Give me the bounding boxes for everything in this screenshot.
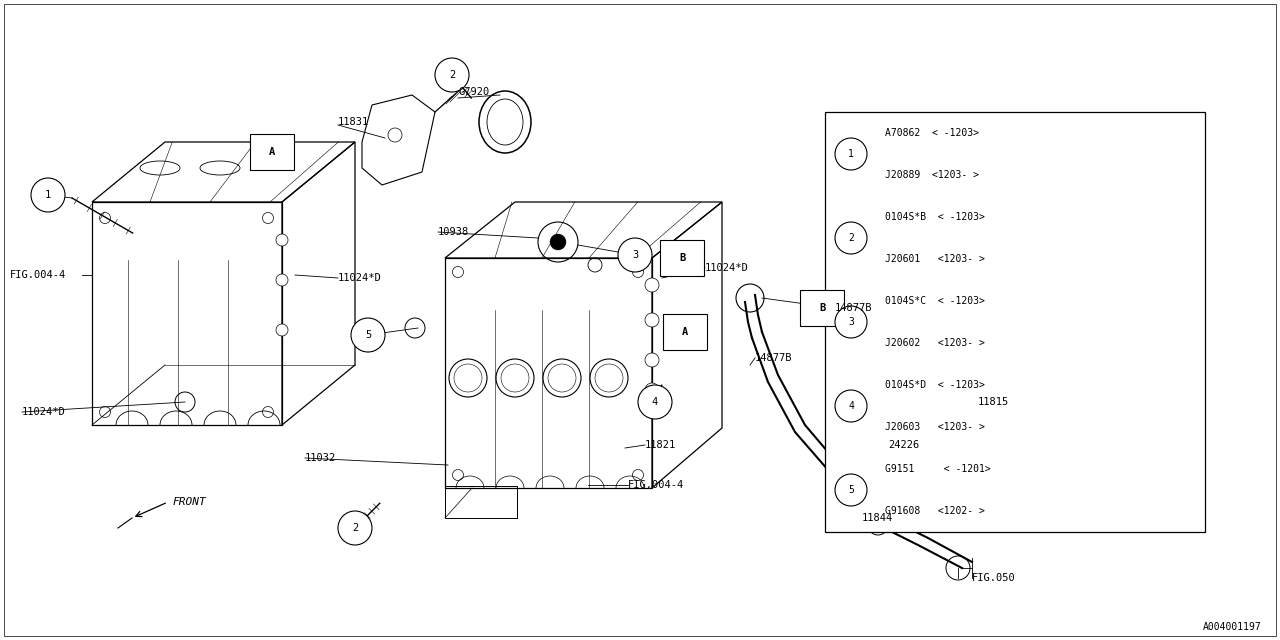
Circle shape [835, 390, 867, 422]
Circle shape [404, 318, 425, 338]
Text: 11831: 11831 [338, 117, 369, 127]
Text: 14877B: 14877B [755, 353, 792, 363]
Text: 5: 5 [365, 330, 371, 340]
Circle shape [645, 278, 659, 292]
Text: 0104S*B  < -1203>: 0104S*B < -1203> [884, 212, 984, 222]
Text: 11821: 11821 [645, 440, 676, 450]
Text: 3: 3 [632, 250, 639, 260]
Text: J20889  <1203- >: J20889 <1203- > [884, 170, 979, 180]
Text: 2: 2 [352, 523, 358, 533]
Text: 11024*D: 11024*D [705, 263, 749, 273]
Text: FIG.050: FIG.050 [972, 573, 1016, 583]
Text: 0104S*C  < -1203>: 0104S*C < -1203> [884, 296, 984, 306]
Text: A: A [269, 147, 275, 157]
Text: 1: 1 [45, 190, 51, 200]
Text: J20602   <1203- >: J20602 <1203- > [884, 338, 984, 348]
Circle shape [835, 306, 867, 338]
Text: 3: 3 [849, 317, 854, 327]
Text: 14877B: 14877B [835, 303, 873, 313]
Circle shape [645, 353, 659, 367]
Text: 24226: 24226 [888, 440, 919, 450]
Circle shape [618, 238, 652, 272]
Circle shape [351, 318, 385, 352]
Bar [445, 486, 517, 518]
Bar [660, 240, 704, 276]
Circle shape [645, 383, 659, 397]
Text: FRONT: FRONT [172, 497, 206, 507]
Text: G7920: G7920 [458, 87, 489, 97]
Text: G91608   <1202- >: G91608 <1202- > [884, 506, 984, 516]
Text: G9151     < -1201>: G9151 < -1201> [884, 464, 991, 474]
Text: 11032: 11032 [305, 453, 337, 463]
Circle shape [835, 474, 867, 506]
Text: J20601   <1203- >: J20601 <1203- > [884, 254, 984, 264]
Bar [826, 112, 1204, 532]
Text: 4: 4 [849, 401, 854, 411]
Circle shape [276, 234, 288, 246]
Text: 11815: 11815 [978, 397, 1009, 407]
Circle shape [276, 324, 288, 336]
Circle shape [835, 222, 867, 254]
Bar [800, 290, 844, 326]
Circle shape [276, 274, 288, 286]
Text: FIG.004-4: FIG.004-4 [10, 270, 67, 280]
Circle shape [637, 385, 672, 419]
Bar [832, 412, 960, 468]
Circle shape [550, 234, 566, 250]
Text: 2: 2 [849, 233, 854, 243]
Bar [663, 314, 707, 350]
Bar [250, 134, 294, 170]
Text: FIG.004-4: FIG.004-4 [628, 480, 685, 490]
Text: 1: 1 [849, 149, 854, 159]
Text: 0104S*D  < -1203>: 0104S*D < -1203> [884, 380, 984, 390]
Text: B: B [678, 253, 685, 263]
Text: A004001197: A004001197 [1203, 622, 1262, 632]
Circle shape [338, 511, 372, 545]
Text: 10938: 10938 [438, 227, 470, 237]
Circle shape [31, 178, 65, 212]
Text: 11844: 11844 [861, 513, 893, 523]
Text: J20603   <1203- >: J20603 <1203- > [884, 422, 984, 432]
Text: 11024*D: 11024*D [338, 273, 381, 283]
Text: B: B [819, 303, 826, 313]
Text: 4: 4 [652, 397, 658, 407]
Circle shape [835, 138, 867, 170]
Circle shape [645, 313, 659, 327]
Text: 5: 5 [849, 485, 854, 495]
Circle shape [175, 392, 195, 412]
Text: 11024*D: 11024*D [22, 407, 65, 417]
Text: 2: 2 [449, 70, 456, 80]
Text: A: A [682, 327, 689, 337]
Circle shape [435, 58, 468, 92]
Text: A70862  < -1203>: A70862 < -1203> [884, 128, 979, 138]
